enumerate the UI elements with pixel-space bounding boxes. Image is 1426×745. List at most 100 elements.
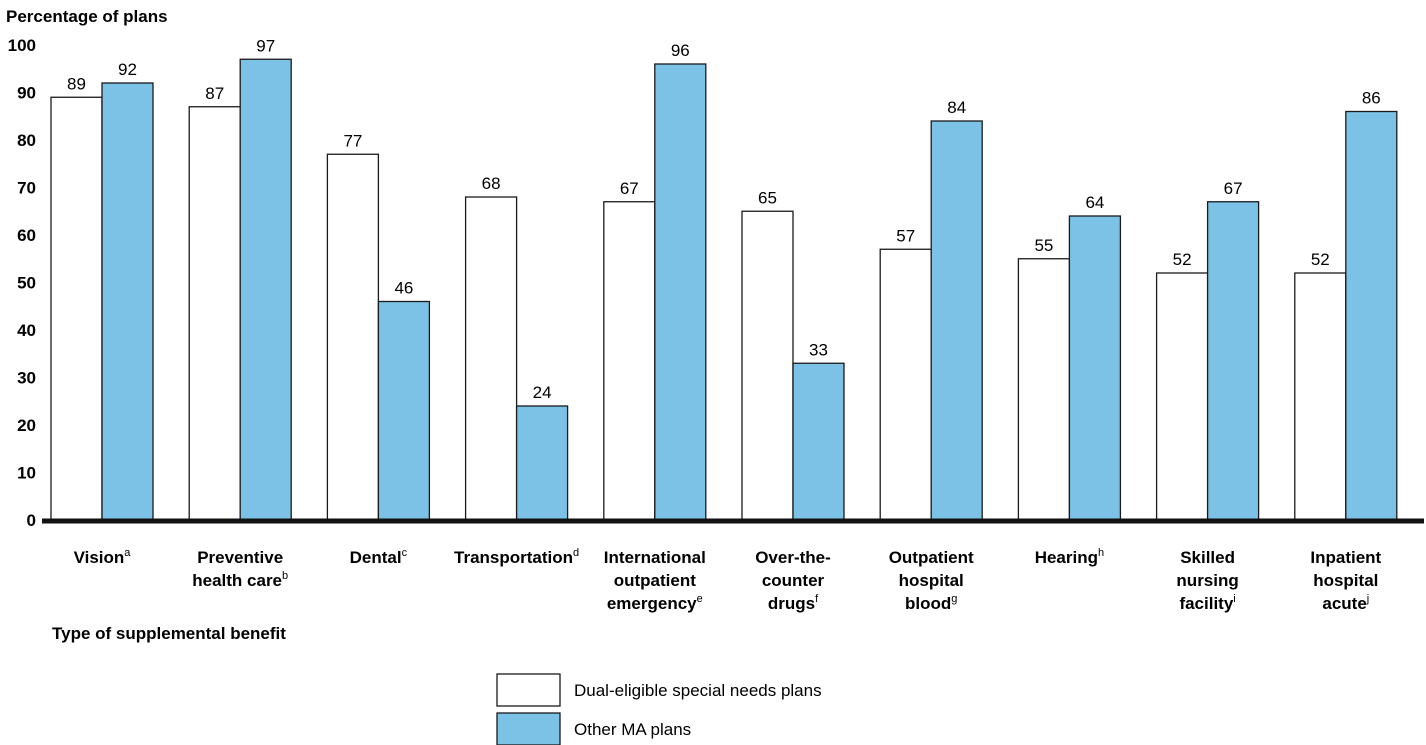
category-label: Dentalc bbox=[350, 547, 408, 567]
category-label-line: Outpatient bbox=[889, 548, 974, 567]
bar-series-1 bbox=[326, 153, 380, 521]
category-label: International outpatient emergencye bbox=[604, 548, 706, 613]
category-label-line: hospital bbox=[1313, 571, 1378, 590]
data-label: 24 bbox=[533, 383, 552, 402]
footnote-marker: c bbox=[402, 547, 408, 559]
x-axis-title: Type of supplemental benefit bbox=[52, 624, 286, 643]
data-label: 87 bbox=[205, 84, 224, 103]
y-tick-label: 90 bbox=[17, 84, 36, 103]
data-label: 96 bbox=[671, 41, 690, 60]
data-label: 84 bbox=[947, 98, 966, 117]
footnote-marker: a bbox=[124, 547, 131, 559]
footnote-marker: f bbox=[815, 593, 819, 605]
bar-series-2 bbox=[515, 405, 569, 521]
bar-series-1 bbox=[464, 196, 518, 521]
category-label: Hearingh bbox=[1035, 547, 1104, 567]
y-tick-label: 80 bbox=[17, 131, 36, 150]
value-labels: 89 92 87 97 77 46 68 24 67 96 65 33 57 84 55 64 52 67 52 86 bbox=[67, 36, 1381, 402]
footnote-marker: i bbox=[1233, 593, 1235, 605]
data-label: 52 bbox=[1173, 250, 1192, 269]
bar-series-1 bbox=[1017, 258, 1071, 521]
bar-series-2 bbox=[1068, 215, 1122, 521]
bar-series-1 bbox=[603, 201, 656, 521]
category-label-line: hospital bbox=[899, 571, 964, 590]
data-label: 77 bbox=[343, 131, 362, 150]
y-tick-label: 100 bbox=[8, 36, 36, 55]
category-label: Over-the-counter drugsf bbox=[755, 548, 831, 613]
legend-label: Dual-eligible special needs plans bbox=[574, 681, 822, 700]
data-label: 46 bbox=[394, 279, 413, 298]
category-label-line: Preventive bbox=[197, 548, 283, 567]
y-axis-ticks: 0 10 20 30 40 50 60 70 80 90 100 bbox=[8, 36, 36, 530]
data-label: 33 bbox=[809, 340, 828, 359]
bar-series-2 bbox=[654, 63, 707, 521]
data-label: 68 bbox=[482, 174, 501, 193]
data-label: 52 bbox=[1311, 250, 1330, 269]
category-labels: Visiona Preventive health careb Dentalc Tran… bbox=[74, 547, 1382, 613]
data-label: 64 bbox=[1085, 193, 1104, 212]
category-label-line: counter bbox=[762, 571, 825, 590]
category-label-line: blood bbox=[905, 594, 951, 613]
category-label-line: International bbox=[604, 548, 706, 567]
category-label-line: nursing bbox=[1176, 571, 1238, 590]
data-label: 89 bbox=[67, 74, 86, 93]
data-label: 65 bbox=[758, 188, 777, 207]
bars bbox=[50, 58, 1398, 521]
bar-series-2 bbox=[792, 362, 845, 521]
footnote-marker: b bbox=[282, 570, 288, 582]
data-label: 97 bbox=[256, 36, 275, 55]
category-label: Preventive health careb bbox=[192, 548, 288, 590]
category-label-line: Hearing bbox=[1035, 548, 1098, 567]
legend: Dual-eligible special needs plans Other M… bbox=[496, 673, 822, 745]
legend-label: Other MA plans bbox=[574, 720, 691, 739]
category-label-line: drugs bbox=[768, 594, 815, 613]
bar-series-2 bbox=[1206, 201, 1260, 521]
data-label: 55 bbox=[1034, 236, 1053, 255]
bar-series-1 bbox=[879, 248, 932, 521]
bar-series-1 bbox=[1155, 272, 1209, 521]
data-label: 86 bbox=[1362, 89, 1381, 108]
category-label-line: facility bbox=[1179, 594, 1233, 613]
category-label: Skilled nursing facilityi bbox=[1176, 548, 1238, 613]
footnote-marker: e bbox=[697, 593, 703, 605]
y-tick-label: 0 bbox=[27, 511, 36, 530]
bar-series-1 bbox=[741, 210, 794, 521]
category-label: Transportationd bbox=[454, 547, 579, 567]
bar-series-1 bbox=[50, 96, 103, 521]
legend-swatch bbox=[496, 673, 561, 707]
category-label-line: Dental bbox=[350, 548, 402, 567]
y-tick-label: 40 bbox=[17, 321, 36, 340]
category-label-line: outpatient bbox=[614, 571, 696, 590]
footnote-marker: d bbox=[573, 547, 579, 559]
y-tick-label: 20 bbox=[17, 416, 36, 435]
footnote-marker: h bbox=[1098, 547, 1104, 559]
category-label-line: Inpatient bbox=[1310, 548, 1381, 567]
y-tick-label: 70 bbox=[17, 179, 36, 198]
category-label-line: Skilled bbox=[1180, 548, 1235, 567]
category-label-line: Vision bbox=[74, 548, 125, 567]
footnote-marker: j bbox=[1366, 593, 1369, 605]
category-label: Inpatient hospital acutej bbox=[1310, 548, 1381, 613]
bar-series-2 bbox=[377, 300, 431, 521]
category-label-line: emergency bbox=[607, 594, 697, 613]
bar-series-2 bbox=[930, 120, 983, 521]
y-tick-label: 50 bbox=[17, 274, 36, 293]
bar-series-2 bbox=[239, 58, 292, 521]
category-label-line: health care bbox=[192, 571, 282, 590]
footnote-marker: g bbox=[951, 593, 957, 605]
category-label-line: Over-the- bbox=[755, 548, 831, 567]
data-label: 92 bbox=[118, 60, 137, 79]
legend-swatch bbox=[496, 712, 561, 745]
y-tick-label: 30 bbox=[17, 369, 36, 388]
bar-series-1 bbox=[188, 106, 241, 521]
y-tick-label: 60 bbox=[17, 226, 36, 245]
y-axis-title: Percentage of plans bbox=[6, 7, 168, 26]
bar-series-2 bbox=[1345, 110, 1398, 521]
category-label: Visiona bbox=[74, 547, 132, 567]
category-label: Outpatient hospital bloodg bbox=[889, 548, 974, 613]
bar-series-1 bbox=[1294, 272, 1347, 521]
bar-series-2 bbox=[101, 82, 154, 521]
y-tick-label: 10 bbox=[17, 464, 36, 483]
data-label: 57 bbox=[896, 226, 915, 245]
